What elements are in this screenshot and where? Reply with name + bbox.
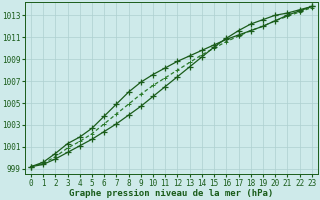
X-axis label: Graphe pression niveau de la mer (hPa): Graphe pression niveau de la mer (hPa) [69,189,274,198]
